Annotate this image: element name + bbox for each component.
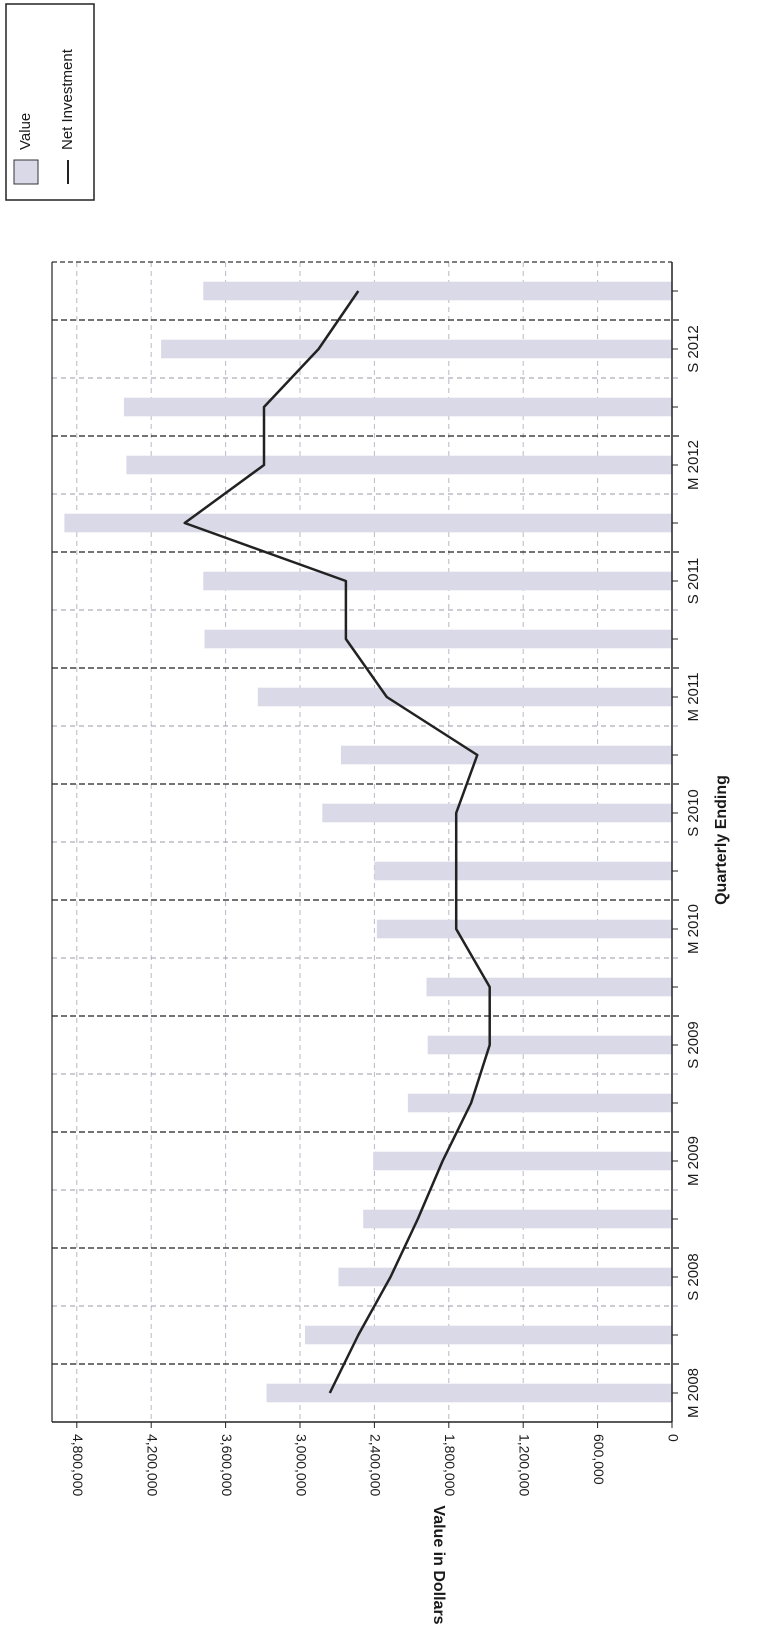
y-axis-label: Value in Dollars bbox=[430, 1505, 447, 1624]
line-series-net-investment bbox=[183, 290, 491, 1394]
value-bar bbox=[322, 803, 672, 823]
value-tick-label: 2,400,000 bbox=[368, 1434, 384, 1496]
value-tick-label: 600,000 bbox=[591, 1434, 607, 1485]
axes bbox=[51, 262, 673, 1423]
value-bar bbox=[161, 339, 672, 359]
value-bar bbox=[338, 1267, 672, 1287]
category-tick-label: S 2008 bbox=[685, 1253, 702, 1301]
category-tick-label: M 2010 bbox=[685, 904, 702, 954]
value-bar bbox=[123, 397, 673, 417]
legend-label-value: Value bbox=[17, 113, 34, 150]
value-bar bbox=[374, 861, 672, 881]
value-tick-label: 4,200,000 bbox=[144, 1434, 160, 1496]
y-axis-title: Value in Dollars bbox=[430, 1505, 447, 1624]
gridlines bbox=[52, 261, 680, 1422]
category-tick-label: M 2008 bbox=[685, 1368, 702, 1418]
x-axis-label: Quarterly Ending bbox=[713, 775, 730, 905]
value-bar bbox=[376, 919, 672, 939]
value-bar bbox=[64, 513, 672, 533]
value-bar bbox=[340, 745, 672, 765]
value-bar bbox=[126, 455, 672, 475]
value-bar bbox=[204, 629, 672, 649]
value-bar bbox=[203, 281, 672, 301]
value-tick-label: 3,600,000 bbox=[219, 1434, 235, 1496]
bar-series-value bbox=[64, 281, 673, 1403]
x-axis-title: Quarterly Ending bbox=[713, 775, 730, 905]
tick-labels: 0 600,000 1,200,000 1,800,000 2,400,000 3,000… bbox=[70, 290, 702, 1496]
value-bar bbox=[427, 1035, 672, 1055]
value-bar bbox=[363, 1209, 672, 1229]
value-tick-label: 1,800,000 bbox=[442, 1434, 458, 1496]
value-bar bbox=[304, 1325, 672, 1345]
category-tick-label: M 2011 bbox=[685, 673, 702, 722]
value-tick-label: 3,000,000 bbox=[293, 1434, 309, 1496]
value-bar bbox=[373, 1151, 672, 1171]
value-bar bbox=[266, 1383, 672, 1403]
value-tick-label: 0 bbox=[665, 1434, 681, 1442]
value-bar bbox=[407, 1093, 672, 1113]
legend-swatch-value bbox=[13, 159, 39, 185]
legend-label-net-investment: Net Investment bbox=[59, 48, 76, 150]
value-bar bbox=[203, 571, 672, 591]
category-tick-label: S 2010 bbox=[685, 789, 702, 837]
category-tick-label: M 2012 bbox=[685, 440, 702, 490]
category-tick-label: M 2009 bbox=[685, 1136, 702, 1186]
value-tick-label: 4,800,000 bbox=[70, 1434, 86, 1496]
net-investment-line bbox=[183, 290, 491, 1394]
category-tick-label: S 2011 bbox=[685, 558, 702, 604]
value-tick-label: 1,200,000 bbox=[516, 1434, 532, 1496]
value-bar bbox=[426, 977, 672, 997]
category-tick-label: S 2009 bbox=[685, 1021, 702, 1069]
category-tick-label: S 2012 bbox=[685, 325, 702, 373]
value-bar bbox=[257, 687, 672, 707]
legend: Value Net Investment bbox=[5, 3, 95, 201]
